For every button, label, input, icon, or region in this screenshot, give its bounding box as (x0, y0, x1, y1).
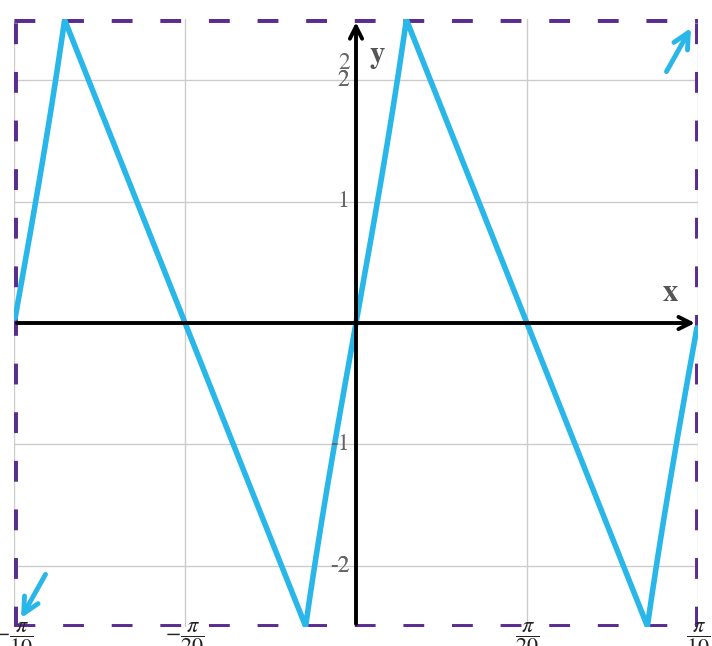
Text: -1: -1 (330, 433, 350, 455)
Text: $-\dfrac{\pi}{10}$: $-\dfrac{\pi}{10}$ (0, 621, 34, 646)
Text: 2: 2 (337, 69, 350, 91)
Text: $-\dfrac{\pi}{20}$: $-\dfrac{\pi}{20}$ (165, 621, 205, 646)
Text: y: y (369, 43, 384, 69)
Text: $\dfrac{\pi}{20}$: $\dfrac{\pi}{20}$ (515, 621, 539, 646)
Text: -2: -2 (330, 555, 350, 577)
Text: $\dfrac{\pi}{10}$: $\dfrac{\pi}{10}$ (686, 621, 710, 646)
Text: -2: -2 (330, 555, 350, 577)
Text: 2: 2 (339, 52, 350, 74)
Text: 2: 2 (337, 69, 350, 91)
Text: x: x (663, 280, 678, 307)
Text: 1: 1 (337, 191, 350, 213)
